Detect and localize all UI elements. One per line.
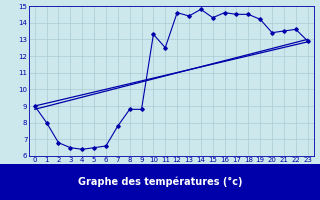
Text: Graphe des températures (°c): Graphe des températures (°c) xyxy=(78,177,242,187)
